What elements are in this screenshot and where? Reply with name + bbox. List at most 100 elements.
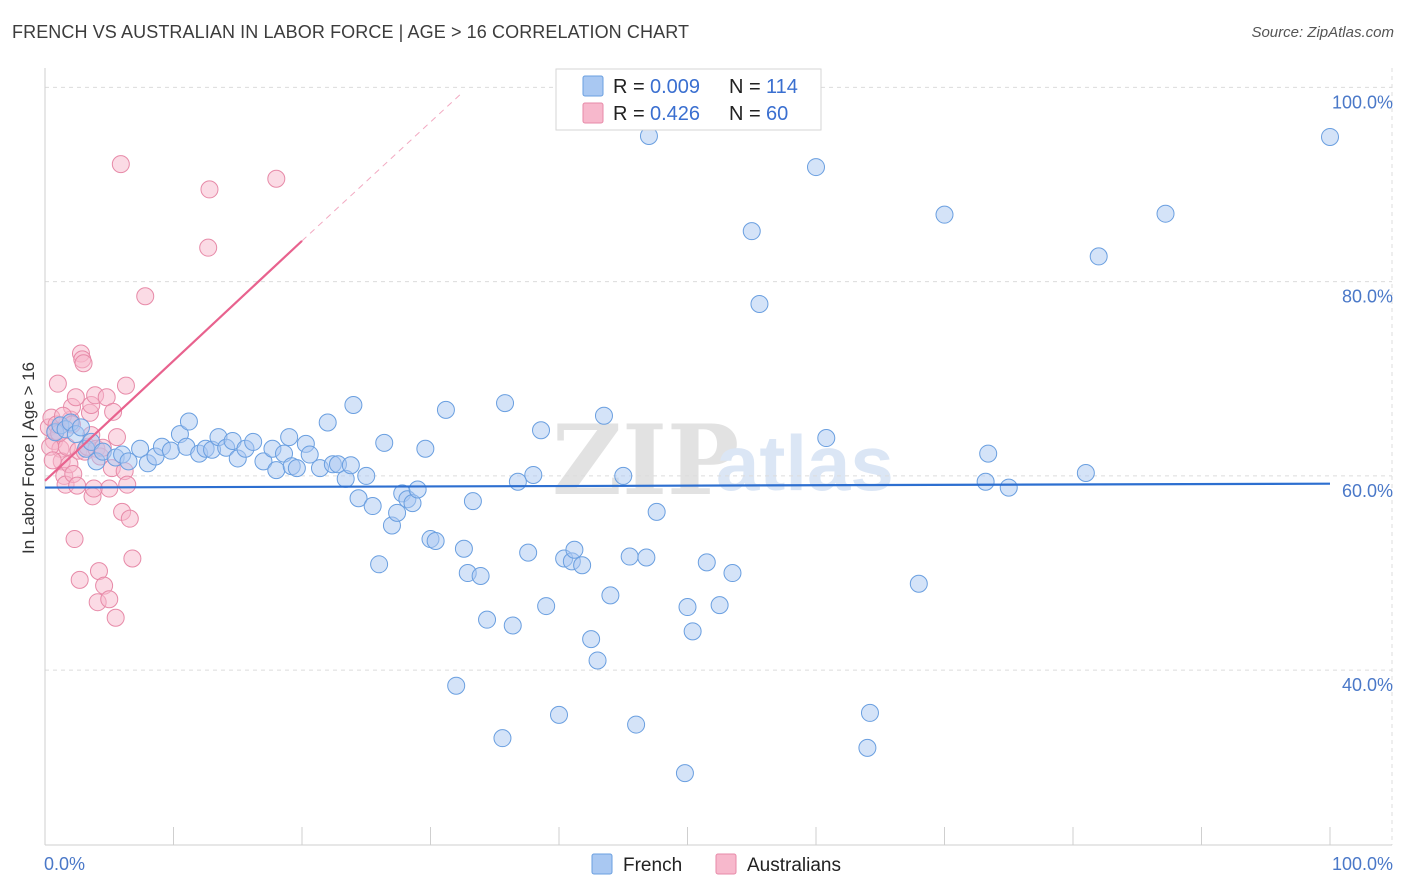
french-bottom-swatch (591, 853, 613, 875)
french-point-60 (436, 400, 455, 419)
australians-point-5 (48, 374, 67, 393)
french-point-98 (807, 158, 825, 177)
australians-point-42 (106, 608, 125, 627)
french-point-89 (647, 502, 666, 521)
french-point-97 (750, 295, 769, 314)
x-tick-label-1: 100.0% (1332, 854, 1393, 874)
french-point-45 (344, 396, 363, 415)
french-point-74 (537, 597, 556, 616)
french-point-29 (244, 432, 263, 451)
french-point-107 (1076, 464, 1095, 483)
australians-point-38 (100, 590, 119, 609)
x-tick-label-0: 0.0% (44, 854, 85, 874)
australians-point-43 (107, 428, 126, 447)
french-point-67 (493, 729, 512, 748)
australians-point-16 (66, 388, 85, 407)
french-point-56 (408, 480, 427, 499)
french-point-36 (287, 459, 306, 478)
australians-bottom-swatch (715, 853, 737, 875)
french-point-108 (1089, 247, 1108, 266)
french-point-12 (119, 452, 138, 471)
french-point-85 (620, 547, 639, 566)
french-point-106 (999, 478, 1018, 497)
french-point-57 (416, 439, 435, 458)
y-tick-labels: 100.0% 80.0% 60.0% 40.0% (1332, 92, 1393, 695)
french-point-103 (935, 205, 954, 224)
french-point-7 (82, 432, 101, 451)
french-point-20 (179, 412, 198, 431)
australians-bottom-label: Australians (747, 855, 841, 876)
french-r-value: 0.009 (650, 76, 700, 98)
french-point-38 (300, 445, 319, 464)
french-point-110 (1321, 127, 1339, 146)
y-tick-label-2: 60.0% (1342, 481, 1393, 501)
french-point-99 (817, 429, 836, 448)
french-point-92 (683, 622, 702, 641)
series-legend: French Australians (591, 853, 841, 876)
australians-point-44 (111, 155, 130, 174)
french-point-68 (496, 394, 515, 413)
trend-lines (44, 91, 1331, 489)
watermark-zip: ZIP (552, 404, 739, 517)
french-point-46 (349, 489, 368, 508)
french-point-34 (280, 428, 299, 447)
australians-trend-extension (301, 91, 463, 242)
australians-n-value: 60 (766, 103, 788, 125)
french-point-48 (363, 497, 382, 516)
french-bottom-label: French (623, 855, 682, 876)
french-point-59 (426, 531, 445, 550)
australians-legend-swatch (582, 102, 604, 124)
australians-point-49 (120, 509, 139, 528)
french-point-94 (710, 596, 729, 615)
french-point-52 (388, 503, 407, 522)
french-point-32 (267, 461, 286, 480)
french-point-65 (471, 566, 490, 585)
watermark-atlas: atlas (716, 419, 894, 507)
french-point-70 (508, 472, 527, 491)
australians-point-29 (84, 479, 103, 498)
french-point-13 (131, 439, 150, 458)
french-point-62 (454, 539, 473, 558)
french-point-78 (565, 540, 584, 559)
french-point-101 (858, 738, 877, 757)
french-point-104 (976, 472, 995, 491)
french-point-50 (375, 433, 394, 452)
french-point-102 (909, 574, 928, 593)
australians-point-39 (100, 479, 119, 498)
french-point-73 (532, 421, 551, 440)
french-point-66 (478, 610, 497, 629)
chart-title: FRENCH VS AUSTRALIAN IN LABOR FORCE | AG… (12, 22, 690, 42)
y-tick-label-3: 40.0% (1342, 675, 1393, 695)
french-point-96 (742, 222, 761, 241)
australians-points (39, 155, 286, 627)
french-point-86 (627, 715, 646, 734)
french-points (46, 126, 1339, 783)
french-point-64 (463, 492, 482, 511)
australians-point-22 (74, 354, 93, 373)
australians-point-47 (116, 376, 135, 395)
french-trend-line (44, 482, 1331, 489)
french-point-47 (357, 466, 376, 485)
australians-point-50 (123, 549, 142, 568)
australians-point-15 (65, 530, 84, 549)
french-r-label: R = (613, 76, 645, 98)
french-point-90 (675, 764, 694, 783)
french-point-83 (601, 586, 620, 605)
x-tick-labels: 0.0% 100.0% (44, 854, 1393, 874)
french-point-109 (1156, 204, 1175, 223)
french-point-84 (614, 466, 633, 485)
australians-point-53 (200, 180, 219, 199)
french-point-79 (573, 556, 592, 575)
french-point-75 (550, 705, 568, 724)
french-point-71 (519, 543, 538, 562)
australians-point-17 (68, 476, 87, 495)
french-point-95 (723, 564, 742, 583)
australians-point-19 (70, 570, 89, 589)
watermark: ZIP atlas (552, 404, 894, 517)
french-point-72 (524, 465, 543, 484)
y-axis-label: In Labor Force | Age > 16 (19, 362, 38, 554)
french-point-105 (979, 444, 998, 463)
french-point-49 (370, 555, 389, 574)
french-point-80 (582, 630, 601, 649)
